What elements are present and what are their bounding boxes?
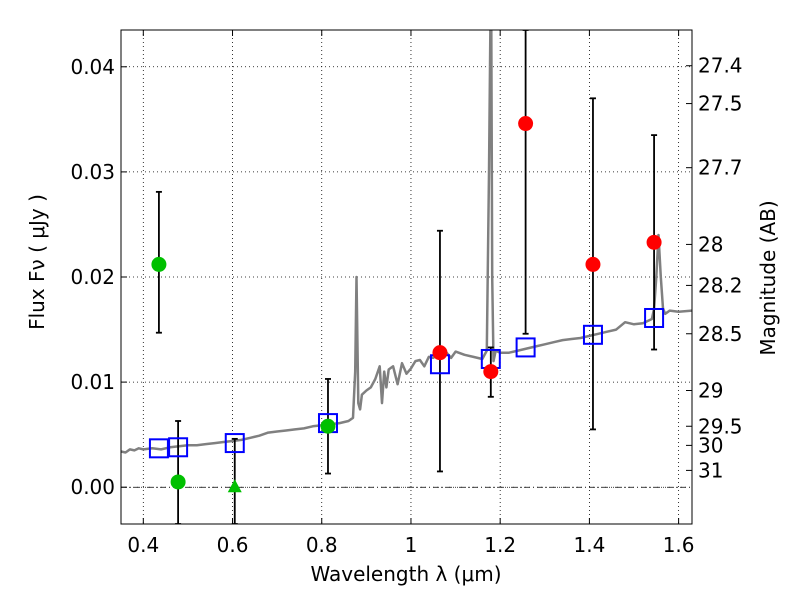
model-photometry-square xyxy=(515,337,536,358)
ticks: 0.4 0.6 0.8 1 1.2 1.4 1.6 0.00 0.01 0.02 0.03 0.04 2… xyxy=(70,30,743,557)
series-group xyxy=(121,30,692,524)
observed-flux-point xyxy=(483,364,499,380)
upper-limit-triangle xyxy=(227,479,242,493)
y-tick-label: 0.00 xyxy=(70,475,115,499)
model-photometry-square xyxy=(148,438,169,459)
model-photometry-square xyxy=(224,433,245,454)
mag-tick-label: 30 xyxy=(698,433,723,457)
mag-tick-label: 27.5 xyxy=(698,92,743,116)
x-tick-label: 0.6 xyxy=(217,533,249,557)
mag-tick-label: 27.7 xyxy=(698,156,743,180)
observed-flux-point xyxy=(646,234,662,250)
observed-flux-point xyxy=(518,116,534,132)
x-tick-label: 0.4 xyxy=(127,533,159,557)
y-tick-label: 0.02 xyxy=(70,265,115,289)
observed-flux-point xyxy=(320,418,336,434)
plot-area xyxy=(121,30,692,524)
model-photometry-square xyxy=(582,324,603,345)
x-axis-label: Wavelength λ (μm) xyxy=(310,562,501,586)
mag-tick-label: 27.4 xyxy=(698,54,743,78)
observed-flux-point xyxy=(432,345,448,361)
x-tick-label: 1.4 xyxy=(573,533,605,557)
model-photometry-square xyxy=(644,307,665,328)
y-tick-label: 0.04 xyxy=(70,55,115,79)
mag-tick-label: 28.2 xyxy=(698,273,743,297)
x-tick-label: 1.2 xyxy=(484,533,516,557)
mag-tick-label: 28 xyxy=(698,232,723,256)
observed-flux-point xyxy=(170,474,186,490)
x-tick-label: 1 xyxy=(405,533,418,557)
mag-tick-label: 28.5 xyxy=(698,322,743,346)
observed-flux-point xyxy=(585,256,601,272)
y-tick-label: 0.03 xyxy=(70,160,115,184)
observed-flux-point xyxy=(151,256,167,272)
y-tick-label: 0.01 xyxy=(70,370,115,394)
y-axis-label: Flux Fν ( μJy ) xyxy=(25,194,49,330)
mag-tick-label: 29.5 xyxy=(698,414,743,438)
y2-axis-label: Magnitude (AB) xyxy=(756,200,780,355)
x-tick-label: 0.8 xyxy=(306,533,338,557)
x-tick-label: 1.6 xyxy=(663,533,695,557)
mag-tick-label: 31 xyxy=(698,458,723,482)
model-photometry-square xyxy=(168,437,189,458)
mag-tick-label: 29 xyxy=(698,379,723,403)
